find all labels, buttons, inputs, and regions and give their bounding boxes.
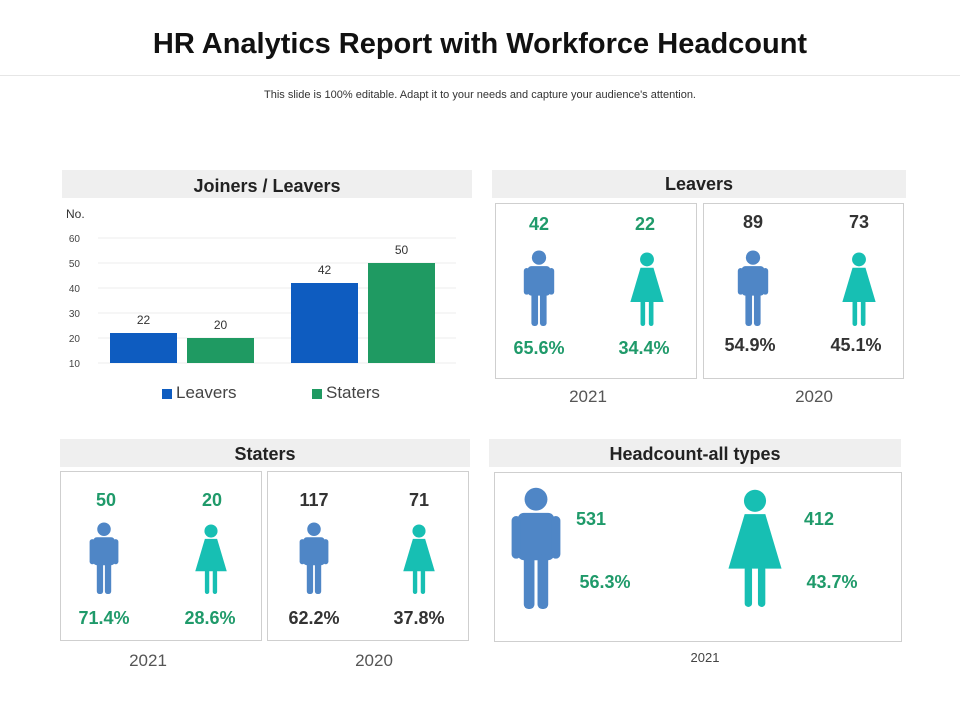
legend-label-leavers: Leavers xyxy=(176,383,237,402)
bar-leavers xyxy=(291,283,358,363)
leavers-2020-female-count: 73 xyxy=(848,212,870,232)
female-person-icon xyxy=(630,252,664,326)
male-person-icon xyxy=(523,250,555,326)
headcount-female-count: 412 xyxy=(803,509,835,529)
bar-leavers xyxy=(110,333,177,363)
bar-value-label: 42 xyxy=(318,263,332,277)
leavers-heading: Leavers xyxy=(492,170,906,198)
legend-swatch-staters xyxy=(312,389,322,399)
female-person-icon xyxy=(842,252,876,326)
y-tick-label: 20 xyxy=(69,334,81,345)
leavers-2020-male-count: 89 xyxy=(742,212,764,232)
y-tick-label: 40 xyxy=(69,284,81,295)
staters-2021-male-count: 50 xyxy=(95,490,117,510)
bar-staters xyxy=(187,338,254,363)
y-tick-label: 10 xyxy=(69,359,81,370)
headcount-year: 2021 xyxy=(690,650,720,665)
male-person-icon xyxy=(89,522,119,594)
headcount-female-pct: 43.7% xyxy=(806,572,858,592)
male-person-icon xyxy=(511,487,561,609)
legend-swatch-leavers xyxy=(162,389,172,399)
page-title: HR Analytics Report with Workforce Headc… xyxy=(152,28,808,60)
staters-2020-female-pct: 37.8% xyxy=(393,608,445,628)
headcount-male-pct: 56.3% xyxy=(579,572,631,592)
leavers-2020-card: 89 73 54.9% 45.1% xyxy=(703,203,904,379)
leavers-2021-male-count: 42 xyxy=(528,214,550,234)
male-person-icon xyxy=(737,250,769,326)
female-person-icon xyxy=(728,489,782,607)
y-tick-label: 30 xyxy=(69,309,81,320)
staters-2021-female-count: 20 xyxy=(201,490,223,510)
bar-value-label: 20 xyxy=(214,318,228,332)
staters-2020-card: 117 71 62.2% 37.8% xyxy=(267,471,469,641)
y-tick-label: 60 xyxy=(69,234,81,245)
page-subtitle: This slide is 100% editable. Adapt it to… xyxy=(264,89,696,101)
leavers-2021-year: 2021 xyxy=(569,387,607,406)
bar-staters xyxy=(368,263,435,363)
leavers-2020-female-pct: 45.1% xyxy=(830,335,882,355)
bar-value-label: 50 xyxy=(395,243,409,257)
staters-2020-male-count: 117 xyxy=(299,490,329,510)
headcount-male-count: 531 xyxy=(575,509,607,529)
female-person-icon xyxy=(403,524,435,594)
leavers-2020-male-pct: 54.9% xyxy=(724,335,776,355)
staters-heading: Staters xyxy=(60,439,470,467)
leavers-2021-female-count: 22 xyxy=(634,214,656,234)
staters-2021-male-pct: 71.4% xyxy=(78,608,130,628)
female-person-icon xyxy=(195,524,227,594)
joiners-leavers-heading: Joiners / Leavers xyxy=(62,170,472,198)
bar-value-label: 22 xyxy=(137,313,151,327)
y-tick-label: 50 xyxy=(69,259,81,270)
title-divider xyxy=(0,75,960,76)
leavers-2020-year: 2020 xyxy=(795,387,833,406)
staters-2020-female-count: 71 xyxy=(408,490,430,510)
headcount-card: 531 56.3% 412 43.7% xyxy=(494,472,902,642)
headcount-heading: Headcount-all types xyxy=(489,439,901,467)
staters-2021-card: 50 20 71.4% 28.6% xyxy=(60,471,262,641)
leavers-2021-card: 42 22 65.6% 34.4% xyxy=(495,203,697,379)
staters-2020-year: 2020 xyxy=(355,651,393,670)
staters-2021-female-pct: 28.6% xyxy=(184,608,236,628)
leavers-2021-female-pct: 34.4% xyxy=(618,338,670,358)
staters-2020-male-pct: 62.2% xyxy=(288,608,340,628)
male-person-icon xyxy=(299,522,329,594)
joiners-leavers-chart: 10 20 30 40 50 60 22 42 20 50 xyxy=(69,234,456,370)
legend-label-staters: Staters xyxy=(326,383,380,402)
leavers-2021-male-pct: 65.6% xyxy=(513,338,565,358)
staters-2021-year: 2021 xyxy=(129,651,167,670)
chart-ylabel: No. xyxy=(66,207,85,221)
